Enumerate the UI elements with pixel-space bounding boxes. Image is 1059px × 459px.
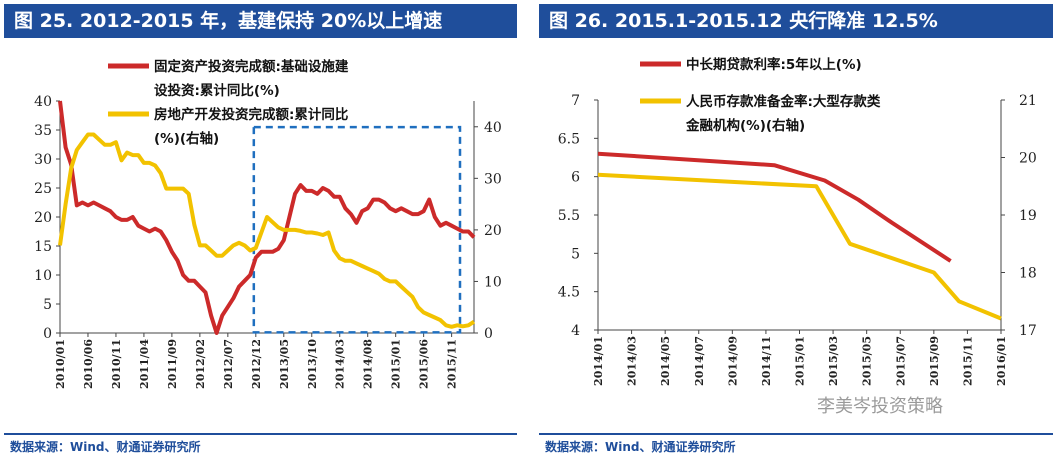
x-tick-label: 2010/01 <box>54 339 67 389</box>
right-chart: 4 4.5 5 5.5 6 6.5 7 17 18 19 20 21 2014/01 2014/03 201… <box>558 56 1037 386</box>
legend-label: 设投资:累计同比(%) <box>154 82 280 99</box>
x-tick-label: 2012/12 <box>250 339 263 389</box>
y-right-tick-label: 20 <box>1019 151 1037 167</box>
y-right-tick-label: 0 <box>484 326 493 342</box>
y-left-tick-label: 6 <box>571 170 580 186</box>
right-chart-title: 图 26. 2015.1-2015.12 央行降准 12.5% <box>539 4 1053 38</box>
left-source-note: 数据来源：Wind、财通证券研究所 <box>10 440 201 454</box>
y-left-tick-label: 40 <box>34 94 52 110</box>
x-tick-label: 2015/03 <box>827 336 840 386</box>
x-tick-label: 2016/01 <box>995 336 1008 386</box>
x-tick-label: 2014/01 <box>592 336 605 386</box>
highlight-box <box>252 125 462 334</box>
watermark-text: 李美岑投资策略 <box>817 396 943 417</box>
loan-rate-line <box>597 151 952 263</box>
x-tick-label: 2015/11 <box>446 339 459 389</box>
x-tick-label: 2010/11 <box>110 339 123 389</box>
left-chart: 0 5 10 15 20 25 30 35 40 0 10 20 30 40 2010/01 2010/06 2… <box>34 58 502 389</box>
legend-label: 金融机构(%)(右轴) <box>685 117 805 134</box>
legend-label: 固定资产投资完成额:基础设施建 <box>154 58 349 75</box>
y-left-tick-label: 20 <box>34 210 52 226</box>
x-tick-label: 2012/07 <box>222 339 235 389</box>
y-left-tick-label: 4.5 <box>558 285 580 301</box>
y-right-tick-label: 30 <box>484 171 502 187</box>
x-tick-label: 2015/01 <box>390 339 403 389</box>
y-left-tick-label: 4 <box>571 323 580 339</box>
x-tick-label: 2015/01 <box>794 336 807 386</box>
legend-label: (%)(右轴) <box>154 130 219 147</box>
y-left-tick-label: 25 <box>34 181 52 197</box>
y-right-tick-label: 20 <box>484 223 502 239</box>
x-tick-label: 2011/04 <box>138 339 151 389</box>
y-right-tick-label: 18 <box>1019 266 1037 282</box>
x-tick-label: 2015/09 <box>928 336 941 386</box>
y-left-tick-label: 5 <box>571 246 580 262</box>
real-estate-investment-line <box>58 132 476 329</box>
x-tick-label: 2014/07 <box>693 336 706 386</box>
x-tick-label: 2013/10 <box>306 339 319 389</box>
y-right-tick-label: 19 <box>1019 208 1037 224</box>
x-tick-label: 2015/06 <box>418 339 431 389</box>
x-tick-label: 2014/08 <box>362 339 375 389</box>
legend-label: 人民币存款准备金率:大型存款类 <box>686 93 881 110</box>
left-chart-title: 图 25. 2012-2015 年，基建保持 20%以上增速 <box>4 4 517 38</box>
x-tick-label: 2015/07 <box>894 336 907 386</box>
y-left-tick-label: 5.5 <box>558 208 580 224</box>
y-left-tick-label: 6.5 <box>558 131 580 147</box>
x-tick-label: 2014/09 <box>726 336 739 386</box>
y-right-tick-label: 10 <box>484 274 502 290</box>
y-left-tick-label: 5 <box>43 297 52 313</box>
left-footer-divider <box>4 433 517 435</box>
x-tick-label: 2014/03 <box>334 339 347 389</box>
reserve-ratio-line <box>597 172 1002 321</box>
y-left-tick-label: 30 <box>34 152 52 168</box>
x-tick-label: 2012/02 <box>194 339 207 389</box>
left-chart-panel: 图 25. 2012-2015 年，基建保持 20%以上增速 0 5 10 15 20 2… <box>0 0 521 459</box>
x-tick-label: 2014/11 <box>760 336 773 386</box>
legend-label: 房地产开发投资完成额:累计同比 <box>154 106 348 123</box>
y-right-tick-label: 40 <box>484 120 502 136</box>
x-tick-label: 2014/05 <box>659 336 672 386</box>
legend-label: 中长期贷款利率:5年以上(%) <box>686 56 862 73</box>
y-left-tick-label: 35 <box>34 123 52 139</box>
infrastructure-investment-line <box>58 100 476 335</box>
x-tick-label: 2014/03 <box>626 336 639 386</box>
right-chart-panel: 图 26. 2015.1-2015.12 央行降准 12.5% 4 4.5 5 5.5… <box>535 0 1059 459</box>
x-tick-label: 2013/05 <box>278 339 291 389</box>
y-left-tick-label: 10 <box>34 268 52 284</box>
x-tick-label: 2011/09 <box>166 339 179 389</box>
x-tick-label: 2015/11 <box>961 336 974 386</box>
y-right-tick-label: 17 <box>1019 323 1037 339</box>
y-left-tick-label: 0 <box>43 326 52 342</box>
y-left-tick-label: 7 <box>571 93 580 109</box>
right-source-note: 数据来源：Wind、财通证券研究所 <box>545 440 736 454</box>
y-left-tick-label: 15 <box>34 239 52 255</box>
y-right-tick-label: 21 <box>1019 93 1037 109</box>
x-tick-label: 2015/05 <box>861 336 874 386</box>
x-tick-label: 2010/06 <box>82 339 95 389</box>
right-footer-divider <box>539 433 1053 435</box>
